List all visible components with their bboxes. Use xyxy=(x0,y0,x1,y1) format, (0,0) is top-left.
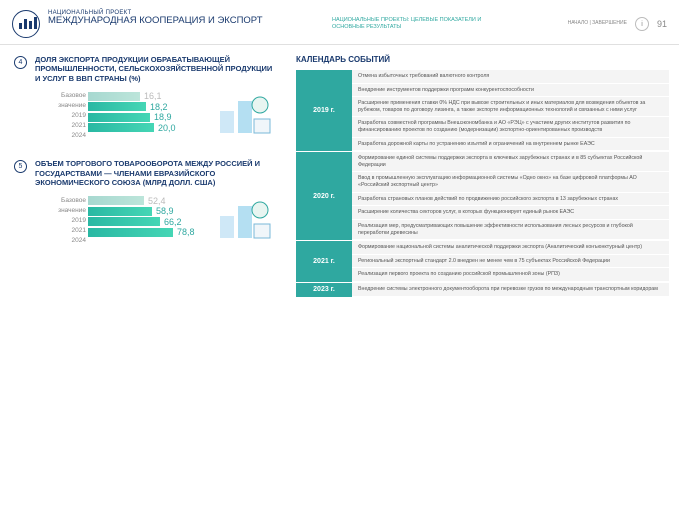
bar xyxy=(88,123,154,132)
calendar-event: Расширение количества секторов услуг, в … xyxy=(352,206,669,219)
header-section-label: НАЦИОНАЛЬНЫЕ ПРОЕКТЫ: ЦЕЛЕВЫЕ ПОКАЗАТЕЛИ… xyxy=(332,17,502,30)
calendar-year-row: 2023 г.Внедрение системы электронного до… xyxy=(296,283,669,297)
calendar-events: Внедрение системы электронного документо… xyxy=(352,283,669,297)
indicator-head: 5 ОБЪЕМ ТОРГОВОГО ТОВАРООБОРОТА МЕЖДУ РОС… xyxy=(14,159,274,187)
calendar-events: Формирование единой системы поддержки эк… xyxy=(352,152,669,240)
calendar-events: Отмена избыточных требований валютного к… xyxy=(352,70,669,151)
bar-row: 18,9 xyxy=(88,112,212,122)
indicator-title: ДОЛЯ ЭКСПОРТА ПРОДУКЦИИ ОБРАБАТЫВАЮЩЕЙ П… xyxy=(35,55,274,83)
calendar-event: Ввод в промышленную эксплуатацию информа… xyxy=(352,172,669,191)
bar-value: 18,2 xyxy=(150,102,168,112)
bar-row: 58,9 xyxy=(88,206,212,216)
indicator-body: Базовое значение20192021202416,118,218,9… xyxy=(14,91,274,141)
bar xyxy=(88,113,150,122)
calendar-event: Разработка страновых планов действий по … xyxy=(352,193,669,206)
bar xyxy=(88,92,140,101)
info-icon[interactable]: i xyxy=(635,17,649,31)
bar-value: 16,1 xyxy=(144,91,162,101)
calendar-event: Реализация мер, предусматривающих повыше… xyxy=(352,220,669,239)
calendar-event: Внедрение системы электронного документо… xyxy=(352,283,669,296)
calendar-column: КАЛЕНДАРЬ СОБЫТИЙ 2019 г.Отмена избыточн… xyxy=(280,45,679,304)
indicator-block: 5 ОБЪЕМ ТОРГОВОГО ТОВАРООБОРОТА МЕЖДУ РОС… xyxy=(14,159,274,245)
content: 4 ДОЛЯ ЭКСПОРТА ПРОДУКЦИИ ОБРАБАТЫВАЮЩЕЙ … xyxy=(0,45,679,304)
title-block: НАЦИОНАЛЬНЫЙ ПРОЕКТ МЕЖДУНАРОДНАЯ КООПЕР… xyxy=(48,10,263,27)
bar-row: 18,2 xyxy=(88,102,212,112)
bar-value: 66,2 xyxy=(164,217,182,227)
header-controls: НАЧАЛО | ЗАВЕРШЕНИЕ i 91 xyxy=(568,17,667,31)
indicator-block: 4 ДОЛЯ ЭКСПОРТА ПРОДУКЦИИ ОБРАБАТЫВАЮЩЕЙ … xyxy=(14,55,274,141)
year-label: 2024 xyxy=(34,236,86,246)
indicator-body: Базовое значение20192021202452,458,966,2… xyxy=(14,196,274,246)
year-label: 2019 xyxy=(34,216,86,226)
bar-row: 78,8 xyxy=(88,227,212,237)
header-left: НАЦИОНАЛЬНЫЙ ПРОЕКТ МЕЖДУНАРОДНАЯ КООПЕР… xyxy=(12,10,292,38)
calendar-event: Отмена избыточных требований валютного к… xyxy=(352,70,669,83)
calendar-event: Разработка совместной программы Внешэкон… xyxy=(352,117,669,136)
calendar-event: Региональный экспортный стандарт 2.0 вне… xyxy=(352,255,669,268)
bar-value: 78,8 xyxy=(177,227,195,237)
bar-value: 58,9 xyxy=(156,206,174,216)
bar xyxy=(88,228,173,237)
header-right: НАЦИОНАЛЬНЫЕ ПРОЕКТЫ: ЦЕЛЕВЫЕ ПОКАЗАТЕЛИ… xyxy=(292,10,667,38)
year-label: 2021 xyxy=(34,226,86,236)
calendar-year-row: 2019 г.Отмена избыточных требований валю… xyxy=(296,70,669,151)
bars-column: 52,458,966,278,8 xyxy=(86,196,212,246)
calendar-body: 2019 г.Отмена избыточных требований валю… xyxy=(296,70,669,297)
year-label: 2024 xyxy=(34,131,86,141)
date-label: НАЧАЛО | ЗАВЕРШЕНИЕ xyxy=(568,21,627,27)
calendar-event: Внедрение инструментов поддержки програм… xyxy=(352,84,669,97)
illustration-icon xyxy=(216,196,274,244)
calendar-year-label: 2023 г. xyxy=(296,283,352,297)
calendar-year-label: 2020 г. xyxy=(296,152,352,240)
bar xyxy=(88,102,146,111)
indicators-column: 4 ДОЛЯ ЭКСПОРТА ПРОДУКЦИИ ОБРАБАТЫВАЮЩЕЙ … xyxy=(0,45,280,304)
bar xyxy=(88,196,144,205)
calendar-event: Расширение применения ставки 0% НДС при … xyxy=(352,97,669,116)
calendar-year-row: 2021 г.Формирование национальной системы… xyxy=(296,241,669,282)
indicator-number: 5 xyxy=(14,160,27,173)
bar-row: 66,2 xyxy=(88,217,212,227)
calendar-event: Реализация первого проекта по созданию р… xyxy=(352,268,669,281)
indicator-title: ОБЪЕМ ТОРГОВОГО ТОВАРООБОРОТА МЕЖДУ РОСС… xyxy=(35,159,274,187)
illustration-icon xyxy=(216,91,274,139)
indicator-labels: Базовое значение201920212024 xyxy=(34,196,86,246)
calendar-event: Формирование национальной системы аналит… xyxy=(352,241,669,254)
indicator-head: 4 ДОЛЯ ЭКСПОРТА ПРОДУКЦИИ ОБРАБАТЫВАЮЩЕЙ … xyxy=(14,55,274,83)
bar xyxy=(88,207,152,216)
header: НАЦИОНАЛЬНЫЙ ПРОЕКТ МЕЖДУНАРОДНАЯ КООПЕР… xyxy=(0,0,679,45)
bar-row: 16,1 xyxy=(88,91,212,101)
calendar-title: КАЛЕНДАРЬ СОБЫТИЙ xyxy=(296,55,669,64)
calendar-year-label: 2019 г. xyxy=(296,70,352,151)
header-title: МЕЖДУНАРОДНАЯ КООПЕРАЦИЯ И ЭКСПОРТ xyxy=(48,16,263,27)
indicator-number: 4 xyxy=(14,56,27,69)
bar xyxy=(88,217,160,226)
bar-row: 52,4 xyxy=(88,196,212,206)
base-label: Базовое значение xyxy=(34,91,86,111)
logo-icon xyxy=(12,10,40,38)
bar-value: 52,4 xyxy=(148,196,166,206)
calendar-event: Формирование единой системы поддержки эк… xyxy=(352,152,669,171)
page-number: 91 xyxy=(657,19,667,29)
indicator-labels: Базовое значение201920212024 xyxy=(34,91,86,141)
base-label: Базовое значение xyxy=(34,196,86,216)
year-label: 2021 xyxy=(34,121,86,131)
bars-column: 16,118,218,920,0 xyxy=(86,91,212,141)
bar-row: 20,0 xyxy=(88,123,212,133)
calendar-year-label: 2021 г. xyxy=(296,241,352,282)
year-label: 2019 xyxy=(34,111,86,121)
calendar-events: Формирование национальной системы аналит… xyxy=(352,241,669,282)
calendar-event: Разработка дорожной карты по устранению … xyxy=(352,138,669,151)
bar-value: 20,0 xyxy=(158,123,176,133)
bar-value: 18,9 xyxy=(154,112,172,122)
calendar-year-row: 2020 г.Формирование единой системы подде… xyxy=(296,152,669,240)
